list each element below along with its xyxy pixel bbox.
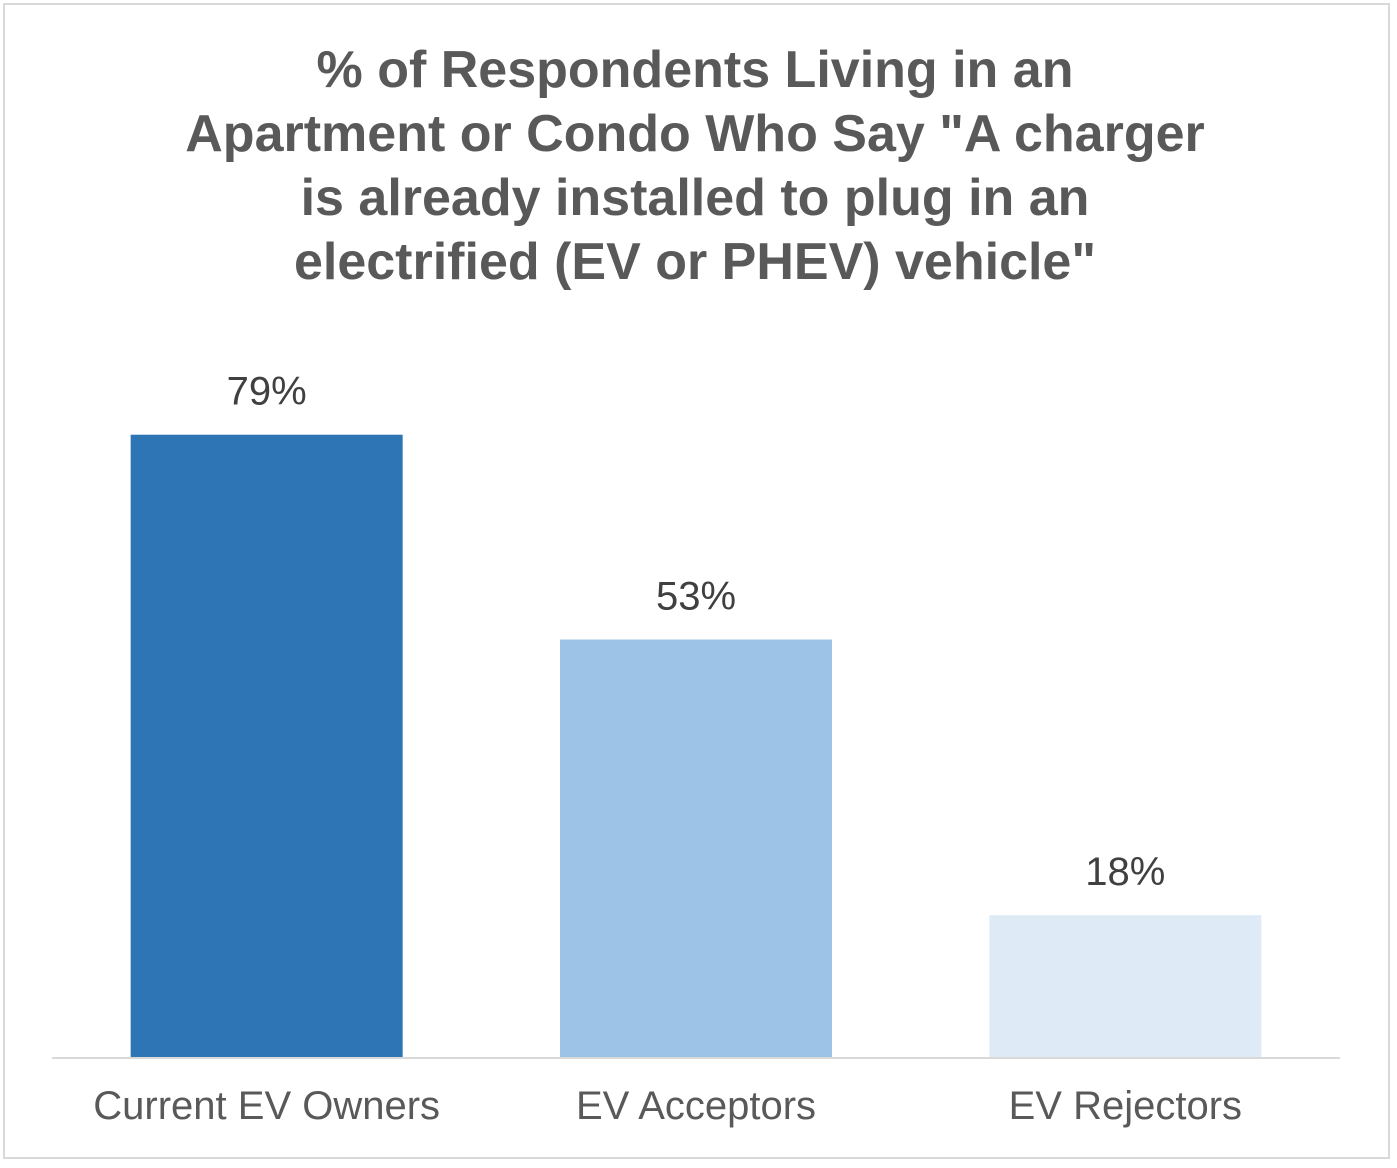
bar-current-ev-owners	[130, 434, 403, 1057]
bar-ev-acceptors	[560, 639, 832, 1057]
data-label: 53%	[656, 575, 736, 619]
category-label: EV Acceptors	[576, 1084, 816, 1128]
category-label: Current EV Owners	[93, 1084, 440, 1128]
data-label: 18%	[1085, 850, 1165, 894]
data-label: 79%	[227, 370, 307, 414]
bar-ev-rejectors	[989, 915, 1262, 1057]
category-label: EV Rejectors	[1009, 1084, 1242, 1128]
chart-title: % of Respondents Living in an Apartment …	[185, 41, 1205, 291]
